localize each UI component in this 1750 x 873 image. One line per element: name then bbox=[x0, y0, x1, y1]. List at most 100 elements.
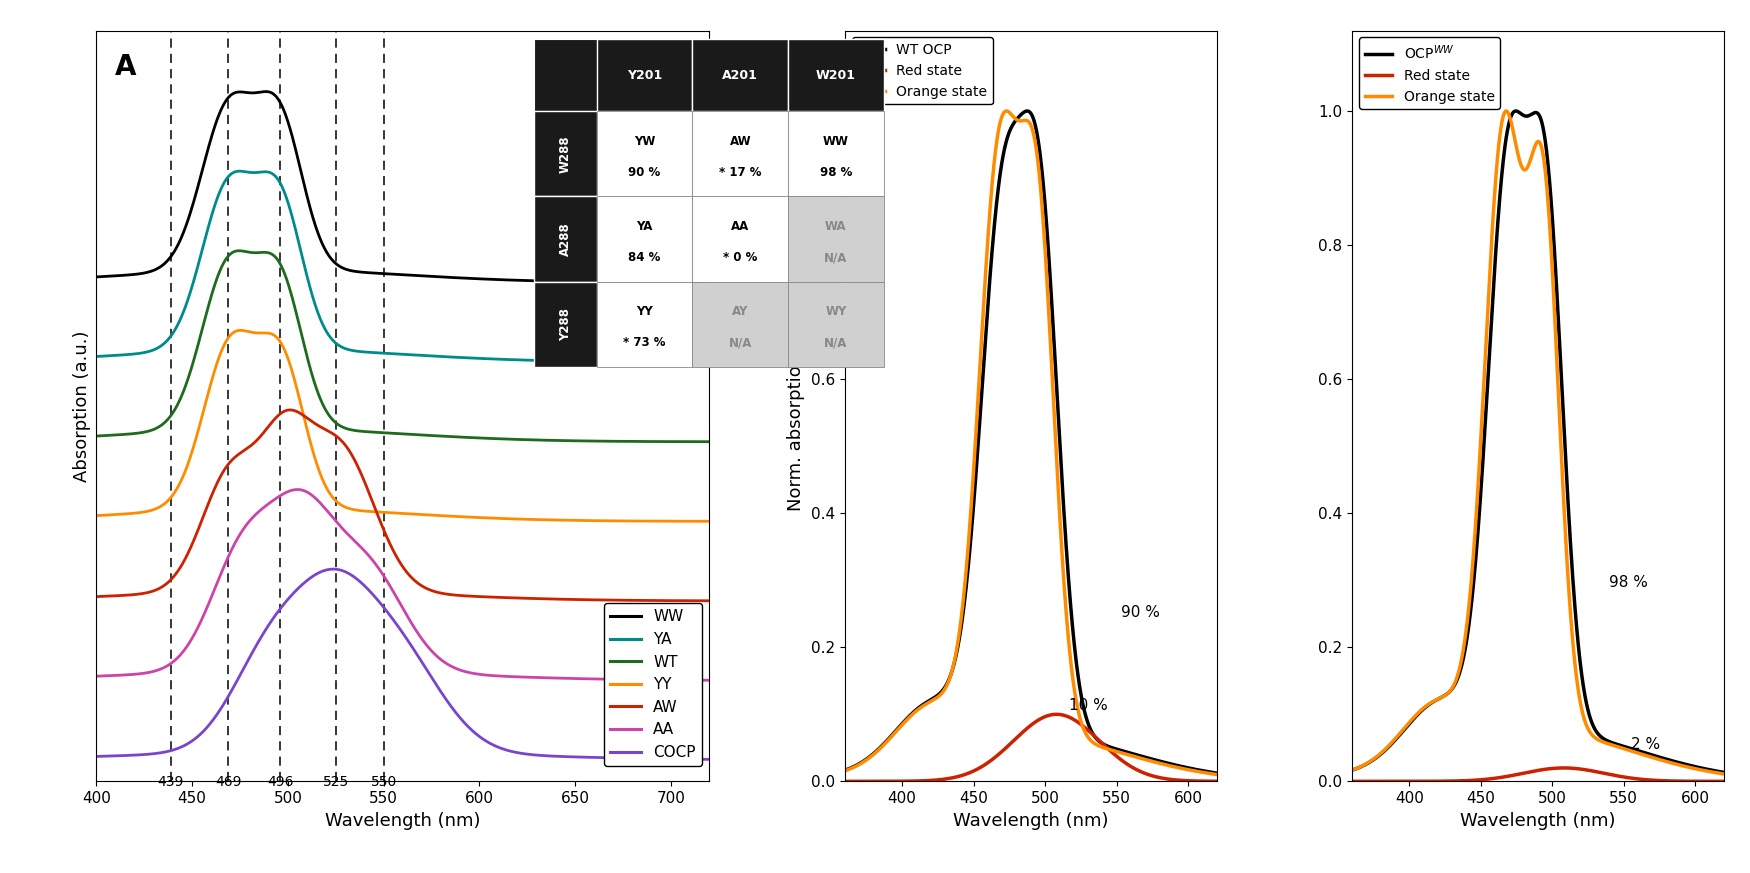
Bar bbox=[788, 196, 884, 281]
Text: A201: A201 bbox=[723, 69, 758, 82]
Bar bbox=[534, 196, 597, 281]
Orange state bbox=[996, 106, 1017, 116]
Y-axis label: Absorption (a.u.): Absorption (a.u.) bbox=[74, 330, 91, 482]
Red state bbox=[1132, 767, 1153, 778]
Text: N/A: N/A bbox=[824, 336, 847, 349]
X-axis label: Wavelength (nm): Wavelength (nm) bbox=[1460, 812, 1615, 829]
OCP$^{WW}$ bbox=[1526, 107, 1547, 118]
Text: 2 %: 2 % bbox=[1631, 737, 1659, 753]
Red state bbox=[1710, 776, 1731, 787]
OCP$^{WW}$ bbox=[1362, 756, 1382, 766]
WT OCP bbox=[835, 765, 856, 775]
Bar bbox=[693, 39, 788, 112]
WT OCP bbox=[1018, 107, 1040, 117]
Bar bbox=[597, 196, 693, 281]
Text: 525: 525 bbox=[322, 774, 348, 788]
Text: 439: 439 bbox=[158, 774, 184, 788]
Text: N/A: N/A bbox=[824, 251, 847, 265]
Orange state bbox=[1008, 115, 1029, 126]
Bar bbox=[788, 112, 884, 196]
OCP$^{WW}$ bbox=[1710, 766, 1731, 777]
Text: 90 %: 90 % bbox=[628, 166, 662, 179]
Text: AA: AA bbox=[732, 220, 749, 233]
Text: N/A: N/A bbox=[728, 336, 752, 349]
Orange state bbox=[1202, 769, 1223, 780]
Text: 469: 469 bbox=[215, 774, 242, 788]
Red state bbox=[1720, 776, 1741, 787]
Red state bbox=[1018, 721, 1040, 732]
Text: C: C bbox=[1374, 53, 1395, 81]
Red state bbox=[1552, 763, 1573, 773]
Text: A: A bbox=[116, 53, 136, 81]
Orange state bbox=[1640, 752, 1661, 762]
Text: Y201: Y201 bbox=[626, 69, 662, 82]
WT OCP bbox=[1202, 767, 1223, 778]
Orange state bbox=[1496, 106, 1517, 116]
Bar bbox=[788, 39, 884, 112]
Line: WT OCP: WT OCP bbox=[845, 111, 1223, 774]
Text: * 73 %: * 73 % bbox=[623, 336, 665, 349]
Bar bbox=[597, 281, 693, 367]
WT OCP bbox=[1132, 752, 1153, 762]
Text: WW: WW bbox=[822, 134, 849, 148]
Red state bbox=[1710, 776, 1731, 787]
Bar bbox=[693, 196, 788, 281]
Orange state bbox=[1018, 117, 1040, 127]
Text: B: B bbox=[868, 53, 889, 81]
Orange state bbox=[1710, 768, 1731, 779]
OCP$^{WW}$ bbox=[1640, 749, 1661, 760]
Red state bbox=[1008, 731, 1029, 741]
Line: OCP$^{WW}$: OCP$^{WW}$ bbox=[1353, 111, 1731, 773]
Text: 98 %: 98 % bbox=[1608, 575, 1647, 590]
Red state bbox=[1342, 776, 1363, 787]
OCP$^{WW}$ bbox=[1516, 111, 1536, 121]
WT OCP bbox=[1213, 769, 1234, 780]
Orange state bbox=[1710, 768, 1731, 779]
Legend: OCP$^{WW}$, Red state, Orange state: OCP$^{WW}$, Red state, Orange state bbox=[1360, 38, 1500, 109]
WT OCP bbox=[1202, 767, 1223, 778]
Text: 496: 496 bbox=[268, 774, 294, 788]
WT OCP bbox=[1008, 112, 1029, 122]
Text: WY: WY bbox=[826, 305, 847, 318]
OCP$^{WW}$ bbox=[1710, 766, 1731, 777]
Orange state bbox=[1342, 765, 1363, 775]
WT OCP bbox=[1017, 106, 1038, 116]
Red state bbox=[1640, 775, 1661, 786]
Text: 98 %: 98 % bbox=[819, 166, 852, 179]
Red state bbox=[1516, 767, 1536, 778]
Bar bbox=[534, 39, 597, 112]
Bar bbox=[534, 112, 597, 196]
Text: * 0 %: * 0 % bbox=[723, 251, 758, 265]
Red state bbox=[1202, 776, 1223, 787]
Orange state bbox=[1720, 770, 1741, 780]
Orange state bbox=[1213, 770, 1234, 780]
Text: AW: AW bbox=[730, 134, 751, 148]
Red state bbox=[1046, 709, 1068, 719]
Text: 84 %: 84 % bbox=[628, 251, 662, 265]
Bar bbox=[788, 281, 884, 367]
Text: 90 %: 90 % bbox=[1122, 605, 1160, 620]
Orange state bbox=[854, 756, 875, 766]
Text: YA: YA bbox=[637, 220, 653, 233]
Text: YY: YY bbox=[637, 305, 653, 318]
Line: Red state: Red state bbox=[845, 714, 1223, 781]
Text: YW: YW bbox=[634, 134, 654, 148]
Text: AY: AY bbox=[732, 305, 749, 318]
Orange state bbox=[1526, 138, 1547, 148]
Text: Y288: Y288 bbox=[558, 307, 572, 340]
Orange state bbox=[1516, 163, 1536, 174]
Red state bbox=[1362, 776, 1382, 787]
Text: WA: WA bbox=[824, 220, 847, 233]
Bar bbox=[693, 281, 788, 367]
Red state bbox=[1213, 776, 1234, 787]
Text: 10 %: 10 % bbox=[1069, 698, 1108, 712]
Red state bbox=[1202, 776, 1223, 787]
Bar bbox=[597, 112, 693, 196]
Text: W201: W201 bbox=[816, 69, 856, 82]
OCP$^{WW}$ bbox=[1720, 768, 1741, 779]
Text: W288: W288 bbox=[558, 135, 572, 173]
Y-axis label: Norm. absorption (a.u.): Norm. absorption (a.u.) bbox=[788, 300, 805, 512]
X-axis label: Wavelength (nm): Wavelength (nm) bbox=[954, 812, 1108, 829]
Red state bbox=[835, 776, 856, 787]
Text: 550: 550 bbox=[371, 774, 397, 788]
